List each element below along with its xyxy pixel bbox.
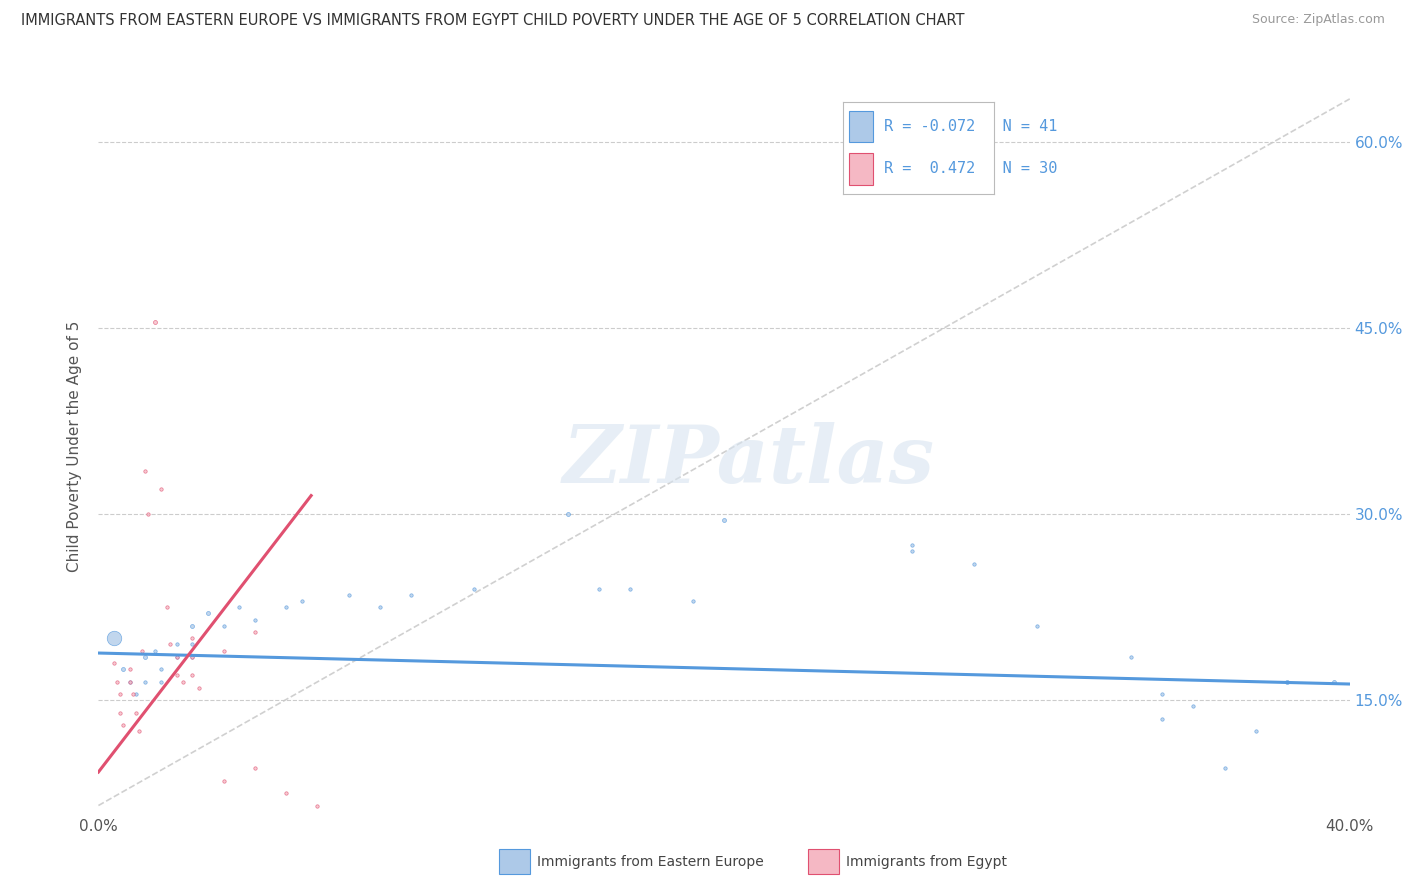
Point — [228, 600, 250, 615]
Point — [1213, 761, 1236, 775]
Point — [166, 668, 188, 682]
Point — [588, 582, 610, 596]
Point — [1244, 724, 1267, 739]
Text: Immigrants from Egypt: Immigrants from Egypt — [846, 855, 1008, 869]
Point — [243, 761, 266, 775]
Point — [156, 600, 179, 615]
Point — [166, 649, 188, 664]
Point — [138, 507, 160, 521]
Point — [1182, 699, 1205, 714]
Point — [401, 588, 423, 602]
Point — [125, 687, 148, 701]
Point — [128, 724, 150, 739]
Point — [276, 786, 298, 800]
Point — [159, 637, 181, 651]
Point — [1323, 674, 1346, 689]
Point — [963, 557, 986, 571]
FancyBboxPatch shape — [849, 112, 873, 143]
Point — [103, 656, 125, 670]
Point — [131, 643, 153, 657]
Point — [901, 538, 924, 552]
Point — [307, 798, 329, 813]
Point — [713, 513, 735, 527]
Point — [143, 643, 166, 657]
Point — [212, 643, 235, 657]
Point — [291, 594, 314, 608]
Point — [166, 649, 188, 664]
Point — [1119, 649, 1142, 664]
Point — [118, 674, 141, 689]
FancyBboxPatch shape — [849, 153, 873, 185]
Point — [125, 706, 148, 720]
Point — [110, 687, 132, 701]
Y-axis label: Child Poverty Under the Age of 5: Child Poverty Under the Age of 5 — [67, 320, 83, 572]
Point — [150, 483, 173, 497]
Point — [181, 649, 204, 664]
Point — [181, 649, 204, 664]
Point — [197, 607, 219, 621]
Point — [105, 674, 128, 689]
Text: Source: ZipAtlas.com: Source: ZipAtlas.com — [1251, 13, 1385, 27]
Point — [103, 631, 125, 645]
Point — [118, 674, 141, 689]
Point — [619, 582, 641, 596]
Text: R = -0.072   N = 41: R = -0.072 N = 41 — [884, 120, 1057, 135]
Point — [243, 613, 266, 627]
Point — [901, 544, 924, 558]
Point — [557, 507, 579, 521]
Point — [143, 315, 166, 329]
Point — [276, 600, 298, 615]
Point — [121, 687, 143, 701]
Point — [181, 668, 204, 682]
Point — [181, 619, 204, 633]
Text: R =  0.472   N = 30: R = 0.472 N = 30 — [884, 161, 1057, 177]
Point — [112, 718, 135, 732]
Text: Immigrants from Eastern Europe: Immigrants from Eastern Europe — [537, 855, 763, 869]
Point — [166, 637, 188, 651]
Point — [212, 619, 235, 633]
Point — [181, 631, 204, 645]
Point — [463, 582, 485, 596]
Point — [118, 662, 141, 676]
Text: ZIPatlas: ZIPatlas — [562, 422, 935, 500]
Point — [150, 674, 173, 689]
Point — [368, 600, 391, 615]
Point — [1026, 619, 1049, 633]
Point — [1152, 687, 1174, 701]
Point — [212, 773, 235, 788]
Text: IMMIGRANTS FROM EASTERN EUROPE VS IMMIGRANTS FROM EGYPT CHILD POVERTY UNDER THE : IMMIGRANTS FROM EASTERN EUROPE VS IMMIGR… — [21, 13, 965, 29]
Point — [1152, 712, 1174, 726]
Point — [682, 594, 704, 608]
Point — [181, 637, 204, 651]
Point — [243, 624, 266, 639]
Point — [134, 674, 156, 689]
Point — [150, 662, 173, 676]
Point — [1277, 674, 1299, 689]
Point — [110, 706, 132, 720]
Point — [134, 649, 156, 664]
Point — [172, 674, 194, 689]
Point — [112, 662, 135, 676]
Point — [187, 681, 209, 695]
Point — [134, 464, 156, 478]
Point — [337, 588, 360, 602]
